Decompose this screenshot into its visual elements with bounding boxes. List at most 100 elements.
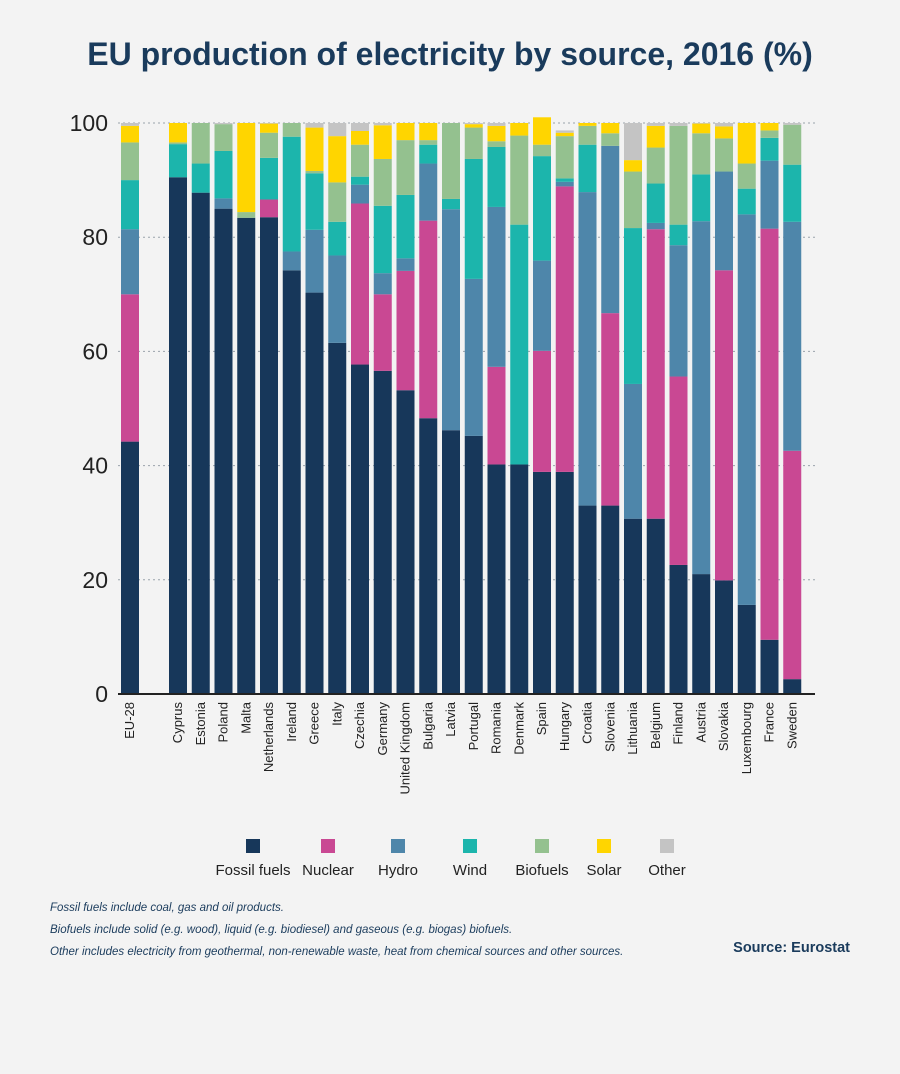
bar-italy-other [328,123,347,137]
bar-slovakia-nuclear [715,270,733,581]
bar-group-croatia [578,123,597,694]
bar-malta-solar [237,123,256,213]
bar-spain-hydro [533,260,551,351]
bar-united-kingdom-wind [396,194,415,259]
x-tick-label-estonia: Estonia [193,701,208,745]
bar-germany-hydro [373,273,392,295]
bar-cyprus-solar [169,123,187,143]
bar-finland-wind [669,224,688,246]
x-tick-label-malta: Malta [238,701,253,734]
bar-romania-other [487,123,506,126]
x-tick-label-belgium: Belgium [648,702,663,749]
legend-swatch-fossil-fuels [246,839,260,853]
bar-czechia-solar [351,130,369,145]
footnote-other: Other includes electricity from geotherm… [50,946,624,958]
bar-romania-wind [487,146,506,207]
bar-italy-wind [328,221,347,256]
bar-lithuania-other [624,123,642,161]
bar-lithuania-biofuels [624,171,642,229]
bar-belgium-biofuels [646,147,665,184]
bar-luxembourg-solar [737,123,756,164]
bar-romania-biofuels [487,141,506,147]
bar-eu-28-wind [121,180,139,230]
bar-luxembourg-biofuels [737,163,756,189]
x-tick-label-slovakia: Slovakia [716,701,731,751]
bar-united-kingdom-biofuels [396,140,415,195]
x-tick-label-greece: Greece [307,702,322,745]
x-tick-label-luxembourg: Luxembourg [739,702,754,774]
bar-sweden-biofuels [783,124,802,165]
bar-group-slovenia [601,123,620,694]
bar-poland-wind [214,150,233,199]
bar-austria-fossil-fuels [692,574,711,694]
bar-group-finland [669,123,688,694]
bar-belgium-nuclear [646,229,665,519]
bar-latvia-biofuels [442,123,460,199]
bar-slovenia-solar [601,123,620,134]
bar-finland-other [669,123,688,126]
bar-romania-fossil-fuels [487,464,506,694]
legend-swatch-biofuels [535,839,549,853]
bar-sweden-fossil-fuels [783,679,802,694]
bar-france-biofuels [760,130,779,138]
bar-croatia-fossil-fuels [578,505,597,694]
legend: Fossil fuels Nuclear Hydro Wind Biofuels Sola… [215,839,686,879]
bar-estonia-fossil-fuels [191,192,210,695]
bar-germany-fossil-fuels [373,370,392,694]
bar-belgium-other [646,123,665,126]
bar-poland-other [214,123,233,125]
bars [121,117,802,695]
legend-swatch-solar [597,839,611,853]
bar-czechia-hydro [351,184,369,204]
bar-portugal-biofuels [464,127,483,159]
bar-eu-28-solar [121,125,139,143]
legend-swatch-nuclear [321,839,335,853]
bar-czechia-wind [351,176,369,185]
x-tick-label-netherlands: Netherlands [261,702,276,773]
bar-ireland-fossil-fuels [282,270,301,694]
bar-eu-28-fossil-fuels [121,441,139,694]
bar-eu-28-hydro [121,229,139,295]
bar-estonia-wind [191,163,210,193]
bar-netherlands-other [260,123,278,124]
footnotes: Fossil fuels include coal, gas and oil p… [50,897,690,963]
x-tick-label-italy: Italy [329,702,344,726]
bar-bulgaria-biofuels [419,140,438,145]
bar-romania-solar [487,125,506,142]
bar-ireland-hydro [282,251,301,271]
x-tick-label-cyprus: Cyprus [170,702,185,744]
legend-swatch-wind [463,839,477,853]
bar-bulgaria-fossil-fuels [419,418,438,694]
source-label: Source: Eurostat [733,940,850,956]
bar-ireland-wind [282,136,301,252]
bar-united-kingdom-fossil-fuels [396,390,415,694]
bar-group-romania [487,123,506,694]
bar-czechia-fossil-fuels [351,364,369,694]
bar-croatia-biofuels [578,125,597,145]
bar-group-luxembourg [737,123,756,694]
bar-slovenia-nuclear [601,313,620,506]
bar-cyprus-wind [169,144,187,178]
x-tick-label-croatia: Croatia [580,701,595,744]
x-tick-label-lithuania: Lithuania [625,701,640,755]
bar-germany-nuclear [373,294,392,371]
legend-label-hydro: Hydro [378,862,418,879]
chart-title: EU production of electricity by source, … [87,36,813,72]
bar-ireland-biofuels [282,123,301,137]
bar-spain-nuclear [533,350,551,472]
bar-group-latvia [442,123,460,694]
bar-spain-wind [533,156,551,261]
bar-denmark-biofuels [510,135,529,225]
bar-greece-other [305,123,324,128]
bar-slovakia-other [715,123,733,127]
bar-slovenia-fossil-fuels [601,505,620,694]
bar-group-belgium [646,123,665,694]
x-tick-label-latvia: Latvia [443,701,458,736]
x-tick-label-romania: Romania [489,701,504,754]
bar-austria-hydro [692,221,711,575]
bar-group-bulgaria [419,123,438,694]
bar-bulgaria-solar [419,123,438,141]
bar-czechia-biofuels [351,144,369,177]
bar-group-ireland [282,123,301,694]
bar-greece-hydro [305,229,324,293]
